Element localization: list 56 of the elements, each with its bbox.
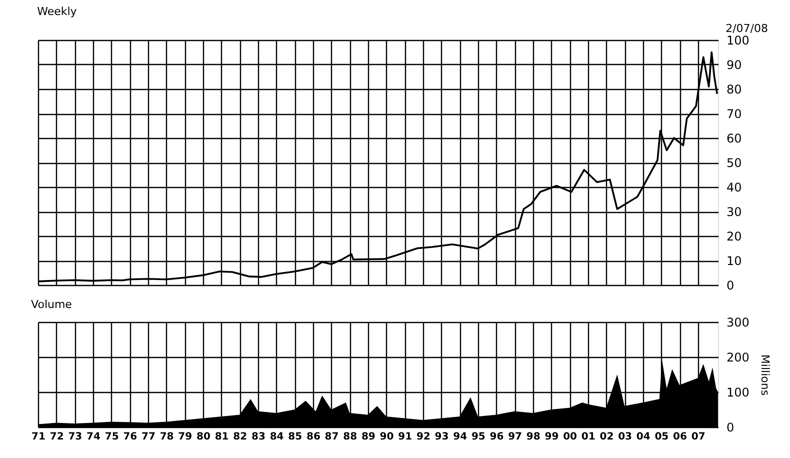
x-tick-label: 83 <box>251 432 266 442</box>
y-tick-label: 80 <box>726 82 742 96</box>
text: 2/07/08 <box>726 22 768 35</box>
x-tick-label: 81 <box>214 432 229 442</box>
y-tick-label: 60 <box>726 132 742 146</box>
x-tick-label: 80 <box>196 432 210 442</box>
x-tick-label: 78 <box>160 432 174 442</box>
y-tick-label: 10 <box>726 254 742 268</box>
x-tick-label: 87 <box>324 432 339 442</box>
x-tick-label: 01 <box>581 432 596 442</box>
x-tick-label: 98 <box>526 432 540 442</box>
x-tick-label: 88 <box>343 432 358 442</box>
x-tick-label: 89 <box>361 432 376 442</box>
x-tick-label: 74 <box>86 432 100 442</box>
chart-title: Volume <box>31 298 72 311</box>
x-tick-label: 93 <box>434 432 449 442</box>
y-tick-label: 70 <box>726 107 742 121</box>
y-tick-label: 40 <box>726 180 742 194</box>
x-tick-label: 90 <box>380 432 394 442</box>
x-tick-label: 03 <box>618 432 632 442</box>
y-tick-label: 300 <box>726 316 750 330</box>
y-tick-label: 30 <box>726 205 742 219</box>
x-tick-label: 73 <box>68 432 82 442</box>
x-tick-label: 07 <box>691 432 706 442</box>
x-tick-label: 06 <box>673 432 688 442</box>
y-tick-label: 0 <box>726 278 734 292</box>
y-tick-label: 200 <box>726 350 750 364</box>
x-tick-label: 04 <box>636 432 650 442</box>
x-tick-label: 86 <box>306 432 320 442</box>
y-tick-label: 100 <box>726 34 750 48</box>
x-tick-label: 79 <box>178 432 192 442</box>
x-tick-label: 99 <box>544 432 559 442</box>
x-tick-label: 84 <box>270 432 284 442</box>
x-tick-label: 96 <box>490 432 504 442</box>
x-tick-label: 02 <box>600 432 614 442</box>
y-tick-label: 0 <box>726 420 734 434</box>
x-tick-label: 76 <box>123 432 138 442</box>
x-tick-label: 85 <box>288 432 302 442</box>
x-tick-label: 95 <box>471 432 486 442</box>
y-tick-label: 90 <box>726 58 742 72</box>
x-tick-label: 94 <box>453 432 468 442</box>
x-tick-label: 72 <box>50 432 64 442</box>
x-tick-label: 91 <box>398 432 412 442</box>
y-tick-label: 100 <box>726 386 750 400</box>
chart-title: Weekly <box>37 5 78 18</box>
x-tick-label: 97 <box>508 432 522 442</box>
x-tick-label: 82 <box>233 432 248 442</box>
y-tick-label: 20 <box>726 230 742 244</box>
x-tick-label: 92 <box>416 432 430 442</box>
y-tick-label: 50 <box>726 156 742 170</box>
x-tick-label: 71 <box>32 432 46 442</box>
x-tick-label: 00 <box>563 432 578 442</box>
x-tick-label: 75 <box>104 432 119 442</box>
x-tick-label: 77 <box>142 432 156 442</box>
x-tick-label: 05 <box>654 432 669 442</box>
y-axis-title: Millions <box>758 354 772 396</box>
